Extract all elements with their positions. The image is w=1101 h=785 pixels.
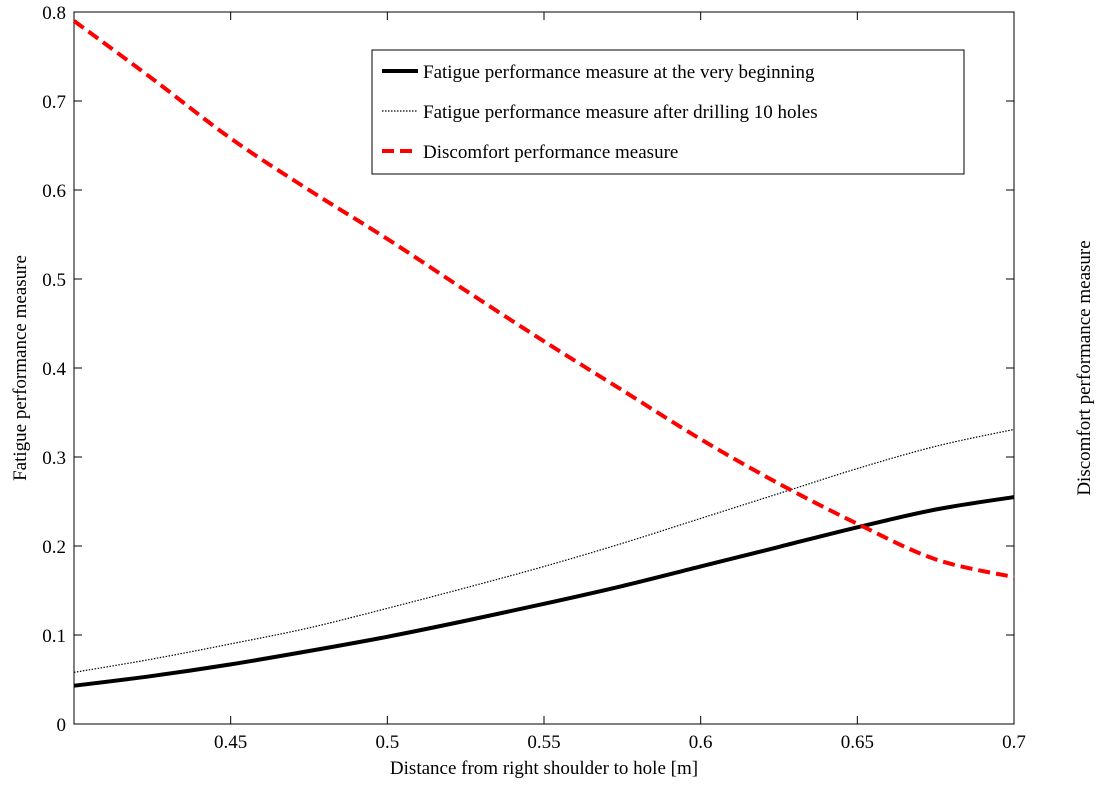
y-tick-label: 0 xyxy=(57,715,67,736)
y-tick-label: 0.8 xyxy=(42,3,66,24)
x-tick-label: 0.6 xyxy=(689,732,713,753)
y-tick-label: 0.7 xyxy=(42,92,66,113)
legend-label-2: Discomfort performance measure xyxy=(423,142,678,163)
x-axis-title: Distance from right shoulder to hole [m] xyxy=(390,758,698,779)
y-tick-label: 0.5 xyxy=(42,270,66,291)
y-axis: 0 0.1 0.2 0.3 0.4 0.5 0.6 0.7 0.8 xyxy=(42,3,1014,736)
series-line-2 xyxy=(72,19,1015,580)
series-line-0 xyxy=(73,495,1015,688)
x-tick-label: 0.45 xyxy=(214,732,247,753)
y-tick-label: 0.4 xyxy=(42,359,66,380)
x-tick-label: 0.65 xyxy=(841,732,874,753)
x-tick-label: 0.7 xyxy=(1002,732,1026,753)
legend-label-0: Fatigue performance measure at the very … xyxy=(423,62,815,83)
y-tick-label: 0.2 xyxy=(42,537,66,558)
legend-box xyxy=(371,49,965,175)
legend-label-1: Fatigue performance measure after drilli… xyxy=(423,102,818,123)
series-lines xyxy=(72,19,1015,688)
y-tick-label: 0.3 xyxy=(42,448,66,469)
x-tick-label: 0.5 xyxy=(375,732,399,753)
series-line-1 xyxy=(73,428,1015,673)
y-tick-label: 0.6 xyxy=(42,181,66,202)
legend: Fatigue performance measure at the very … xyxy=(371,49,965,175)
y-tick-label: 0.1 xyxy=(42,626,66,647)
y-axis-title: Fatigue performance measure xyxy=(10,255,31,481)
y2-axis-title: Discomfort performance measure xyxy=(1074,240,1095,495)
x-tick-label: 0.55 xyxy=(527,732,560,753)
x-axis: 0.45 0.5 0.55 0.6 0.65 0.7 xyxy=(214,12,1026,753)
